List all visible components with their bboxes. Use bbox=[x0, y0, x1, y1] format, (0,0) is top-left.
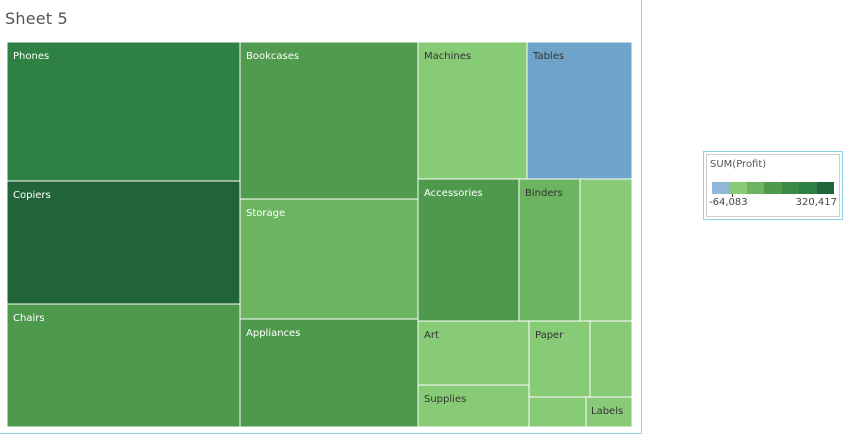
treemap-cell-appliances[interactable] bbox=[239, 318, 419, 428]
treemap-cell-storage[interactable] bbox=[239, 198, 419, 320]
treemap-label-phones: Phones bbox=[13, 51, 49, 62]
treemap-cell-bookcases[interactable] bbox=[239, 41, 419, 200]
treemap-cell[interactable] bbox=[579, 178, 633, 322]
treemap-cell-art[interactable] bbox=[417, 320, 530, 386]
treemap-label-binders: Binders bbox=[525, 188, 563, 199]
treemap-label-art: Art bbox=[424, 330, 439, 341]
legend-zero-tick bbox=[732, 194, 733, 197]
legend-ramp-step bbox=[764, 182, 782, 194]
legend-color-ramp bbox=[712, 182, 834, 194]
treemap-cell-tables[interactable] bbox=[526, 41, 633, 180]
treemap-cell-accessories[interactable] bbox=[417, 178, 520, 322]
treemap-label-copiers: Copiers bbox=[13, 190, 51, 201]
treemap-cell-paper[interactable] bbox=[528, 320, 591, 398]
color-legend[interactable]: SUM(Profit) -64,083 320,417 bbox=[703, 151, 843, 220]
treemap-cell[interactable] bbox=[589, 320, 633, 398]
legend-min-label: -64,083 bbox=[709, 197, 748, 208]
legend-ramp-step bbox=[781, 182, 800, 194]
treemap-label-chairs: Chairs bbox=[13, 313, 45, 324]
treemap-label-storage: Storage bbox=[246, 208, 285, 219]
sheet-frame bbox=[0, 0, 642, 434]
treemap-label-tables: Tables bbox=[532, 51, 564, 62]
treemap-chart: Phones Copiers Chairs Bookcases Storage Appli… bbox=[6, 41, 633, 428]
legend-ramp-step bbox=[712, 182, 730, 194]
legend-ramp-step bbox=[799, 182, 817, 194]
treemap-cell-machines[interactable] bbox=[417, 41, 528, 180]
legend-max-label: 320,417 bbox=[795, 197, 837, 208]
treemap-cell-copiers[interactable] bbox=[6, 180, 241, 305]
treemap-cell-phones[interactable] bbox=[6, 41, 241, 182]
treemap-label-appliances: Appliances bbox=[246, 328, 300, 339]
legend-frame bbox=[706, 154, 840, 217]
treemap-label-supplies: Supplies bbox=[424, 394, 466, 405]
legend-ramp-step bbox=[746, 182, 765, 194]
treemap-label-labels: Labels bbox=[591, 406, 623, 417]
treemap-label-machines: Machines bbox=[424, 51, 471, 62]
treemap-label-bookcases: Bookcases bbox=[246, 51, 299, 62]
legend-title: SUM(Profit) bbox=[710, 159, 767, 170]
treemap-label-paper: Paper bbox=[535, 330, 564, 341]
legend-ramp-step bbox=[729, 182, 747, 194]
treemap-cell-binders[interactable] bbox=[518, 178, 581, 322]
treemap-cell-supplies[interactable] bbox=[417, 384, 530, 428]
legend-ramp-step bbox=[816, 182, 834, 194]
treemap-label-accessories: Accessories bbox=[424, 188, 483, 199]
treemap-cell[interactable] bbox=[528, 396, 587, 428]
treemap-cell-labels[interactable] bbox=[585, 396, 633, 428]
sheet-title: Sheet 5 bbox=[5, 9, 68, 28]
